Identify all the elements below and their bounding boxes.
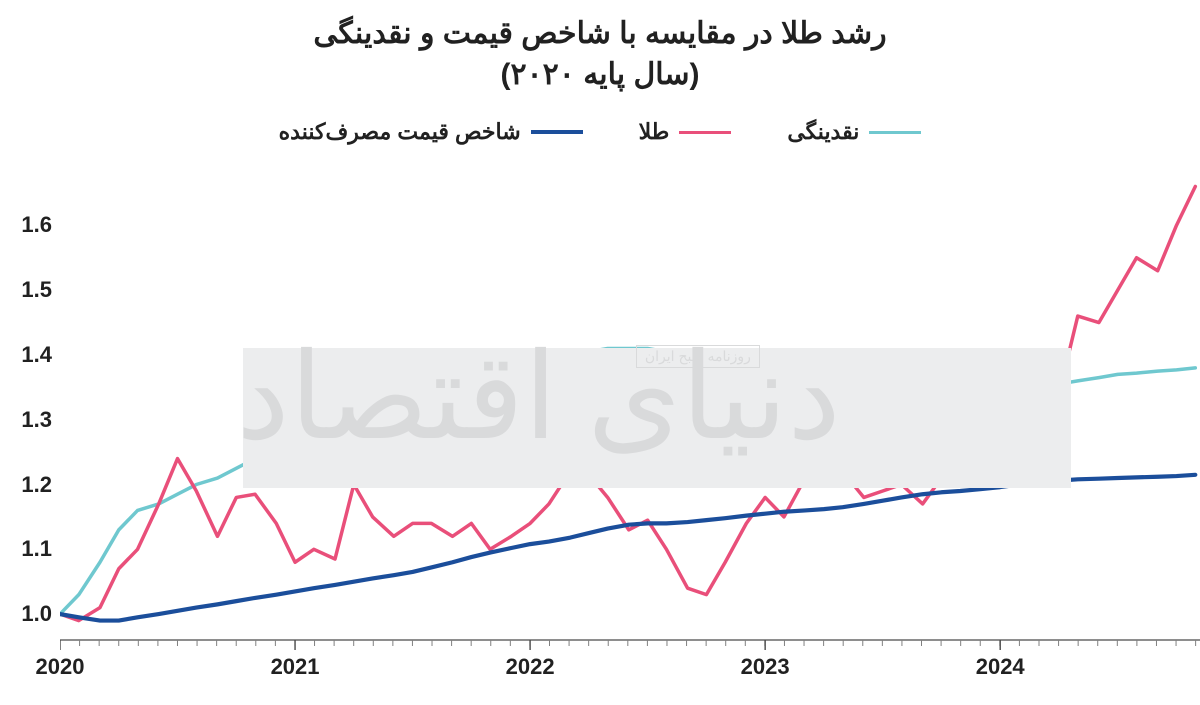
legend-label: نقدینگی <box>787 119 859 145</box>
y-tick-label: 1.5 <box>21 277 60 303</box>
y-tick-label: 1.3 <box>21 407 60 433</box>
x-tick-label: 2020 <box>36 640 85 680</box>
x-tick-label: 2022 <box>506 640 555 680</box>
legend-label: شاخص قیمت مصرف‌کننده <box>279 119 521 145</box>
y-tick-label: 1.1 <box>21 536 60 562</box>
x-tick-label: 2023 <box>741 640 790 680</box>
y-tick-label: 1.6 <box>21 212 60 238</box>
legend-swatch <box>869 131 921 134</box>
y-tick-label: 1.4 <box>21 342 60 368</box>
legend-swatch <box>679 131 731 134</box>
x-tick-label: 2021 <box>271 640 320 680</box>
legend-item: طلا <box>639 119 732 145</box>
x-tick-label: 2024 <box>976 640 1025 680</box>
chart-title-line1: رشد طلا در مقایسه با شاخص قیمت و نقدینگی <box>0 14 1200 55</box>
chart-title-line2: (سال پایه ۲۰۲۰) <box>0 55 1200 96</box>
chart-title: رشد طلا در مقایسه با شاخص قیمت و نقدینگی… <box>0 0 1200 95</box>
y-tick-label: 1.0 <box>21 601 60 627</box>
plot-area: دنیای اقتصاد روزنامه صبح ایران 1.01.11.2… <box>60 180 1200 640</box>
legend: نقدینگی طلا شاخص قیمت مصرف‌کننده <box>0 119 1200 145</box>
chart-root: رشد طلا در مقایسه با شاخص قیمت و نقدینگی… <box>0 0 1200 705</box>
y-tick-label: 1.2 <box>21 472 60 498</box>
legend-item: شاخص قیمت مصرف‌کننده <box>279 119 583 145</box>
legend-item: نقدینگی <box>787 119 921 145</box>
legend-swatch <box>531 130 583 134</box>
legend-label: طلا <box>639 119 670 145</box>
watermark-subtext: روزنامه صبح ایران <box>636 345 760 368</box>
